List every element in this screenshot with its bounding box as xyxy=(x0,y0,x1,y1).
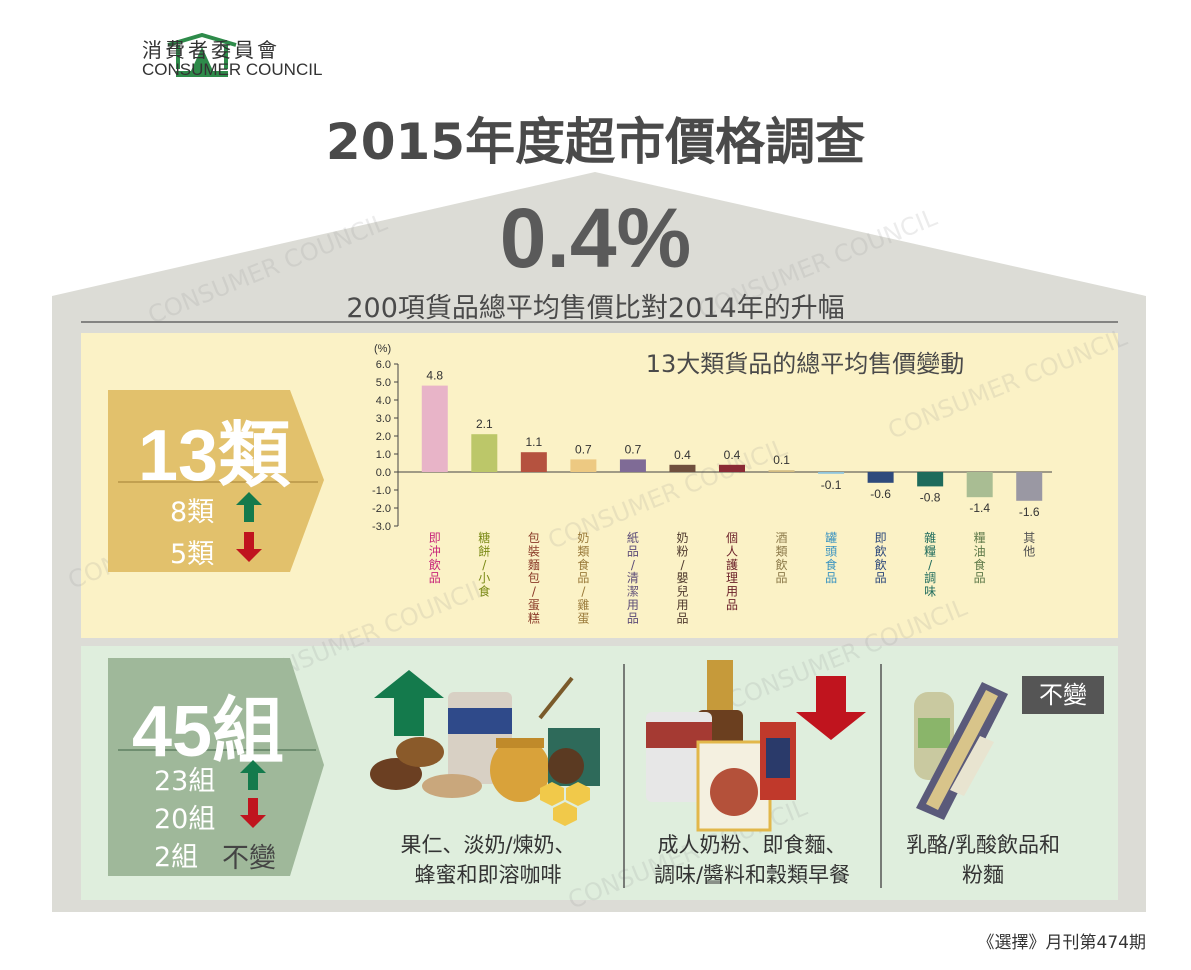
y-tick-label: -1.0 xyxy=(372,485,391,497)
bar-value-label: 0.1 xyxy=(773,453,790,467)
category-label: 糖餅/小食 xyxy=(478,530,490,599)
y-tick-label: -2.0 xyxy=(372,503,391,515)
categories-up-count: 8類 xyxy=(170,497,215,528)
y-axis-label: (%) xyxy=(374,343,391,355)
logo-name-zh: 消費者委員會 xyxy=(142,38,280,62)
bar xyxy=(570,459,597,472)
categories-total: 13類 xyxy=(138,416,291,496)
milk-powder-noodles-sauce-illustration xyxy=(646,660,796,832)
bar-value-label: 0.4 xyxy=(724,448,741,462)
bar-value-label: 0.7 xyxy=(625,442,642,456)
categories-down-count: 5類 xyxy=(170,539,215,570)
source-note: 《選擇》月刊第474期 xyxy=(977,933,1146,953)
big-up-arrow-icon xyxy=(374,670,444,736)
bar-value-label: -1.4 xyxy=(969,501,990,515)
category-label: 奶粉/嬰兒用品 xyxy=(676,531,688,625)
bar xyxy=(966,472,993,498)
bar-value-label: 0.7 xyxy=(575,442,592,456)
category-label: 其他 xyxy=(1023,531,1035,558)
bar xyxy=(719,464,745,472)
up-arrow-icon xyxy=(236,492,262,522)
yogurt-pasta-illustration xyxy=(914,682,1008,820)
headline-caption: 200項貨品總平均售價比對2014年的升幅 xyxy=(346,293,845,324)
y-tick-label: 6.0 xyxy=(376,359,391,371)
category-label: 罐頭食品 xyxy=(825,531,837,585)
y-tick-label: 3.0 xyxy=(376,413,391,425)
y-tick-label: -3.0 xyxy=(372,521,391,533)
up-arrow-icon xyxy=(240,760,266,790)
page-title: 2015年度超市價格調查 xyxy=(325,113,866,171)
bar-value-label: -0.1 xyxy=(821,478,842,492)
bar xyxy=(669,464,696,472)
bar-value-label: 0.4 xyxy=(674,448,691,462)
bar xyxy=(867,472,894,483)
bar xyxy=(768,470,795,472)
groups-up-count: 23組 xyxy=(154,766,216,797)
bar xyxy=(520,452,547,472)
bar xyxy=(818,472,845,474)
bar-value-label: -0.8 xyxy=(920,490,941,504)
y-tick-label: 0.0 xyxy=(376,467,391,479)
groups-down-count: 20組 xyxy=(154,804,216,835)
big-down-arrow-icon xyxy=(796,676,866,740)
category-label: 糧油食品 xyxy=(974,531,986,585)
groups-unchanged-label: 不變 xyxy=(222,843,276,874)
bar xyxy=(471,434,498,472)
category-label: 奶類食品/雞蛋 xyxy=(577,531,589,625)
category-label: 紙品/清潔用品 xyxy=(627,530,639,625)
nuts-honey-coffee-illustration xyxy=(370,676,600,826)
up-groups-caption: 果仁、淡奶/煉奶、 蜂蜜和即溶咖啡 xyxy=(400,833,576,887)
consumer-council-logo xyxy=(167,33,237,77)
bar xyxy=(421,385,448,472)
bar xyxy=(619,459,646,472)
bar xyxy=(917,472,944,487)
unchanged-badge: 不變 xyxy=(1022,676,1104,714)
y-tick-label: 4.0 xyxy=(376,395,391,407)
category-label: 酒類飲品 xyxy=(776,531,788,585)
category-label: 即沖飲品 xyxy=(429,531,441,585)
bar-value-label: 4.8 xyxy=(426,369,443,383)
logo-name-en: CONSUMER COUNCIL xyxy=(142,60,323,79)
bar-value-label: 2.1 xyxy=(476,417,493,431)
category-label: 雜糧/調味 xyxy=(924,530,936,599)
bar xyxy=(1016,472,1043,501)
y-tick-label: 5.0 xyxy=(376,377,391,389)
groups-total: 45組 xyxy=(132,692,285,772)
y-tick-label: 2.0 xyxy=(376,431,391,443)
y-tick-label: 1.0 xyxy=(376,449,391,461)
down-arrow-icon xyxy=(240,798,266,828)
unchanged-groups-caption: 乳酪/乳酸飲品和 粉麵 xyxy=(905,833,1061,887)
headline-value: 0.4% xyxy=(499,191,692,285)
bar-value-label: 1.1 xyxy=(526,435,543,449)
down-groups-caption: 成人奶粉、即食麵、 調味/醬料和穀類早餐 xyxy=(653,833,851,887)
category-label: 包裝麵包/蛋糕 xyxy=(528,531,540,625)
bar-value-label: -1.6 xyxy=(1019,505,1040,519)
chart-title: 13大類貨品的總平均售價變動 xyxy=(646,350,965,378)
category-label: 個人護理用品 xyxy=(726,531,738,612)
groups-unchanged-count: 2組 xyxy=(154,842,199,873)
category-label: 即飲飲品 xyxy=(875,531,887,585)
down-arrow-icon xyxy=(236,532,262,562)
bar-value-label: -0.6 xyxy=(870,487,891,501)
